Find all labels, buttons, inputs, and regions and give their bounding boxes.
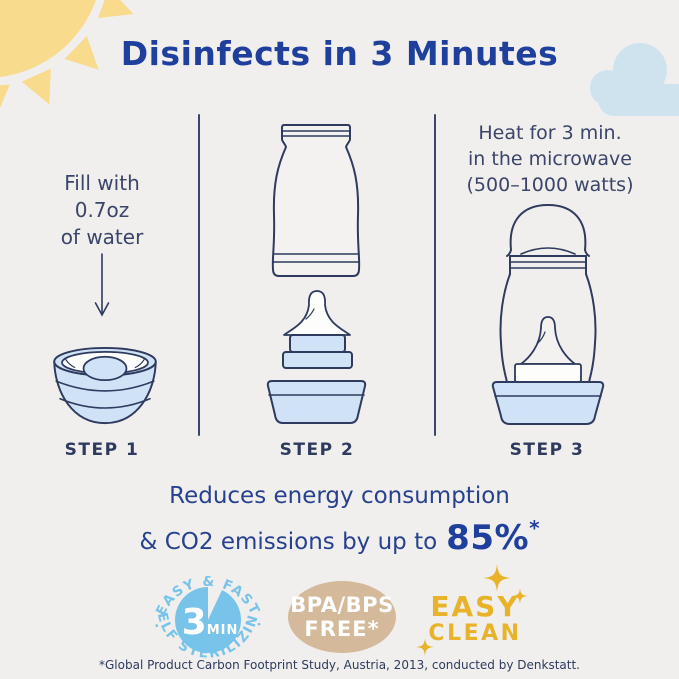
base-part (266, 380, 367, 424)
sparkle-icon (416, 564, 528, 656)
step1-instruction: Fill with 0.7oz of water (60, 171, 144, 249)
column-divider-left (198, 114, 200, 436)
column-divider-right (434, 114, 436, 436)
step1-label: STEP 1 (64, 440, 140, 460)
step3-label: STEP 3 (509, 440, 585, 460)
energy-claim: Reduces energy consumption & CO2 emissio… (0, 481, 679, 559)
bottle-parts-illustration (266, 124, 367, 424)
down-arrow-icon (94, 253, 110, 317)
nipple-part (283, 290, 351, 336)
assembled-bottle-illustration (491, 204, 605, 425)
bpa-free-badge: BPA/BPS FREE* (288, 581, 396, 653)
claim-asterisk: * (529, 516, 540, 540)
step2-label: STEP 2 (279, 440, 355, 460)
claim-line1: Reduces energy consumption (169, 483, 510, 509)
claim-line2: & CO2 emissions by up to 85%* (139, 516, 540, 558)
cloud-icon (590, 43, 679, 116)
step3-instruction: Heat for 3 min. in the microwave (500–10… (466, 122, 634, 196)
sun-icon (0, 0, 134, 118)
claim-percentage: 85% (446, 518, 530, 558)
bottle-body-part (271, 124, 361, 277)
nipple-inside (520, 316, 576, 365)
self-sterilizing-badge: 3MIN · EASY & FAST · SELF STERILIZING (146, 556, 265, 662)
svg-text:3MIN: 3MIN (182, 602, 239, 643)
footnote: *Global Product Carbon Footprint Study, … (99, 658, 580, 672)
page-title: Disinfects in 3 Minutes (120, 34, 559, 73)
easy-clean-badge: EASY CLEAN (428, 590, 522, 646)
ring-part (289, 334, 346, 353)
base-part (491, 381, 605, 425)
water-bowl-illustration (53, 346, 157, 425)
